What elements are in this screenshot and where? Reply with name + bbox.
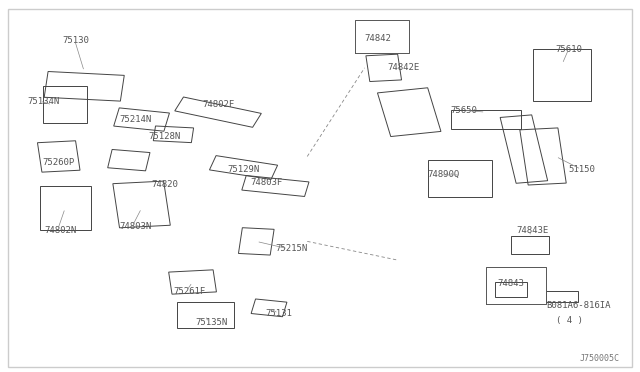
Text: 51150: 51150: [568, 165, 595, 174]
Text: 74843: 74843: [497, 279, 524, 288]
Text: 75135N: 75135N: [196, 318, 228, 327]
Text: 74890Q: 74890Q: [427, 170, 460, 179]
Text: 75650: 75650: [451, 106, 477, 115]
Text: 75134N: 75134N: [27, 97, 59, 106]
Text: 74843E: 74843E: [516, 226, 548, 235]
Text: 74842E: 74842E: [387, 63, 419, 72]
Text: 75128N: 75128N: [148, 132, 180, 141]
Text: 75214N: 75214N: [119, 115, 152, 124]
Text: 74803N: 74803N: [119, 222, 152, 231]
Text: 75129N: 75129N: [228, 165, 260, 174]
Text: 74802F: 74802F: [202, 100, 234, 109]
Text: 75260P: 75260P: [43, 157, 75, 167]
Text: 74803F: 74803F: [250, 178, 282, 187]
Text: 74842: 74842: [365, 34, 392, 43]
Text: 75610: 75610: [556, 45, 582, 54]
Text: 75261F: 75261F: [173, 287, 205, 296]
Text: 75131: 75131: [266, 309, 292, 318]
Text: 75130: 75130: [62, 36, 89, 45]
Text: 74820: 74820: [151, 180, 178, 189]
Text: 74802N: 74802N: [45, 226, 77, 235]
Text: 75215N: 75215N: [275, 244, 308, 253]
Text: ( 4 ): ( 4 ): [556, 316, 582, 325]
Text: J750005C: J750005C: [579, 354, 620, 363]
Text: B081A6-816IA: B081A6-816IA: [546, 301, 611, 311]
FancyBboxPatch shape: [8, 9, 632, 367]
